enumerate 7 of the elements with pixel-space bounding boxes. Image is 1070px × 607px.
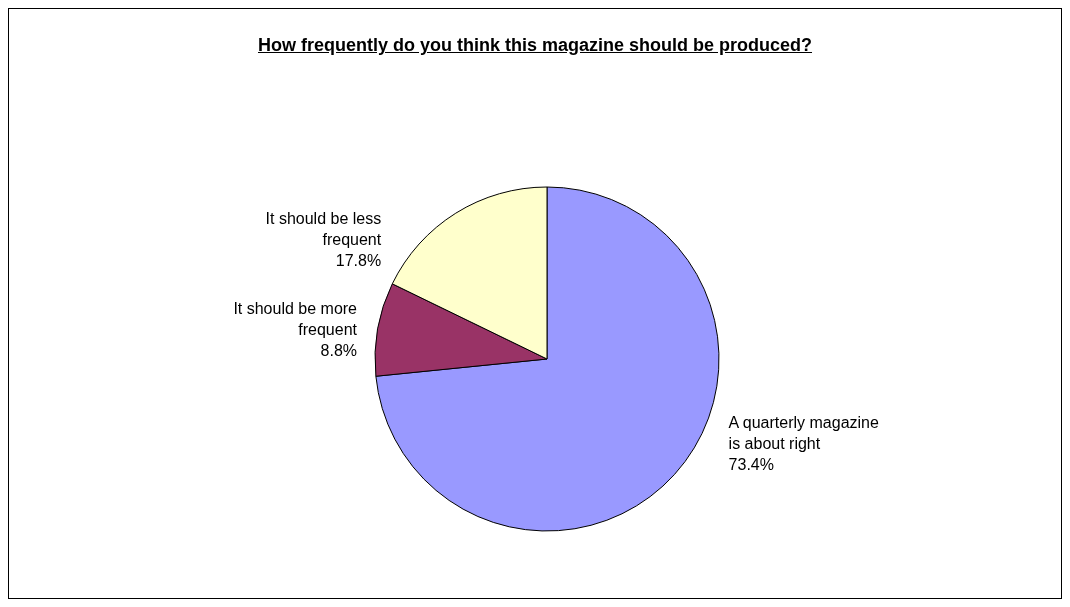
slice-label: It should be more frequent	[233, 300, 358, 339]
data-label: 8.8%	[320, 342, 357, 360]
slice-label: It should be less frequent	[265, 210, 382, 249]
data-label: 17.8%	[335, 252, 382, 270]
data-label: 73.4%	[728, 456, 774, 474]
chart-title: How frequently do you think this magazine should be produced?	[257, 35, 813, 56]
slice-label: A quarterly magazine is about right	[728, 414, 879, 453]
